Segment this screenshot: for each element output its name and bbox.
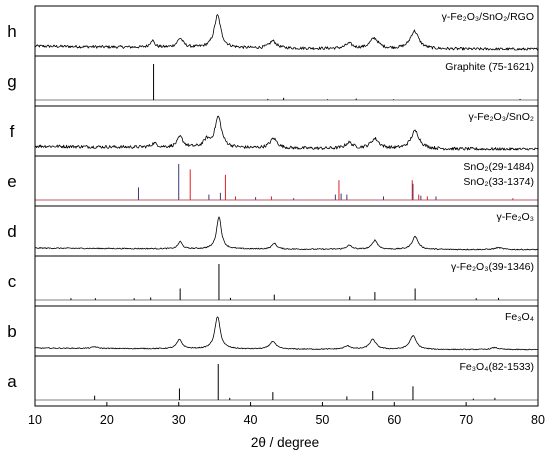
panel-a: a Fe₃O₄(82-1533)	[7, 355, 539, 407]
x-tick-label-20: 20	[100, 413, 114, 427]
panel-label-c: γ-Fe₂O₃(39-1346)	[451, 261, 534, 273]
panel-label-h: γ-Fe₂O₃/SnO₂/RGO	[442, 11, 534, 23]
panel-letter-e: e	[7, 172, 16, 191]
panel-frame-a	[34, 355, 539, 407]
panel-label-g: Graphite (75-1621)	[445, 61, 534, 73]
panels-group: h γ-Fe₂O₃/SnO₂/RGO g Graphite (75-1621) f γ-F…	[7, 5, 539, 407]
panel-d: d γ-Fe₂O₃	[7, 205, 539, 257]
series-line-b	[34, 316, 539, 351]
panel-f: f γ-Fe₂O₃/SnO₂	[10, 105, 539, 157]
x-tick-label-10: 10	[28, 413, 42, 427]
panel-letter-h: h	[7, 22, 16, 41]
series-line-h	[34, 14, 538, 51]
panel-h: h γ-Fe₂O₃/SnO₂/RGO	[7, 5, 539, 57]
panel-letter-g: g	[7, 72, 16, 91]
panel-letter-b: b	[7, 322, 16, 341]
panel-b: b Fe₃O₄	[7, 305, 539, 357]
series-line-d	[34, 216, 539, 251]
panel-label-f: γ-Fe₂O₃/SnO₂	[468, 111, 534, 123]
panel-c: c γ-Fe₂O₃(39-1346)	[8, 255, 539, 307]
panel-label-a: Fe₃O₄(82-1533)	[459, 361, 534, 373]
x-tick-label-60: 60	[387, 413, 401, 427]
panel-letter-f: f	[10, 122, 15, 141]
x-tick-label-70: 70	[459, 413, 473, 427]
panel-g: g Graphite (75-1621)	[7, 55, 539, 107]
panel-label-b: Fe₃O₄	[505, 311, 534, 323]
panel-label-e-1: SnO₂(33-1374)	[463, 176, 534, 188]
panel-letter-c: c	[8, 272, 17, 291]
x-tick-label-30: 30	[172, 413, 186, 427]
series-line-f	[34, 115, 539, 151]
x-tick-label-50: 50	[315, 413, 329, 427]
x-tick-label-80: 80	[531, 413, 545, 427]
panel-e: e SnO₂(29-1484) SnO₂(33-1374)	[7, 155, 539, 207]
x-axis: 10 20 30 40 50 60 70 80	[28, 402, 545, 427]
panel-label-d: γ-Fe₂O₃	[496, 211, 534, 223]
panel-label-e-0: SnO₂(29-1484)	[463, 161, 534, 173]
panel-letter-d: d	[7, 222, 16, 241]
panel-letter-a: a	[7, 372, 17, 391]
x-axis-title: 2θ / degree	[251, 435, 319, 450]
x-tick-label-40: 40	[244, 413, 258, 427]
